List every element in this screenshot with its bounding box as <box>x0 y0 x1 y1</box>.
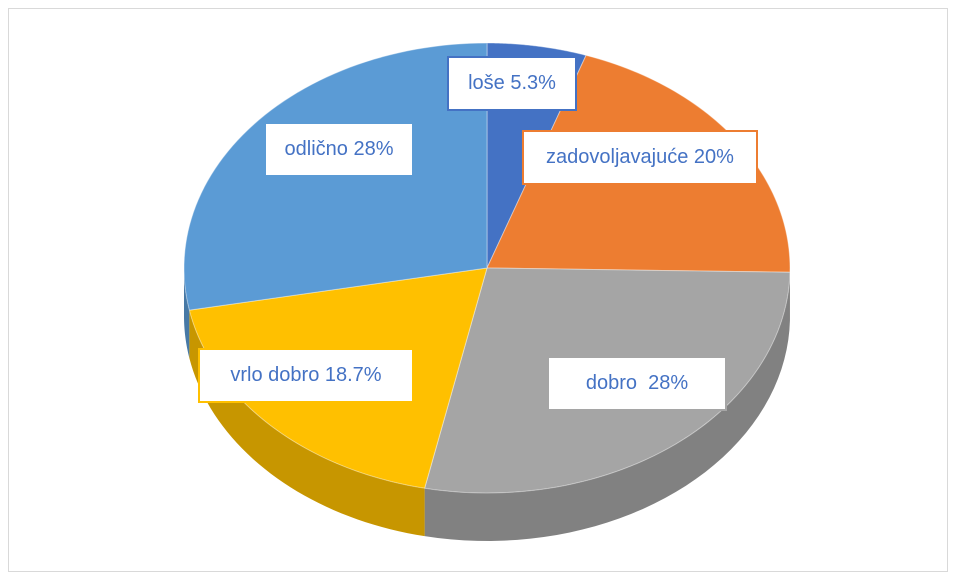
data-label: loše 5.3% <box>447 56 577 111</box>
slice-side <box>184 268 190 359</box>
data-label: dobro 28% <box>547 356 727 411</box>
data-label: odlično 28% <box>264 122 414 177</box>
data-label: zadovoljavajuće 20% <box>522 130 758 185</box>
data-label: vrlo dobro 18.7% <box>198 348 414 403</box>
chart-frame <box>8 8 948 572</box>
slice-side <box>189 310 425 537</box>
slice-side <box>424 272 790 541</box>
